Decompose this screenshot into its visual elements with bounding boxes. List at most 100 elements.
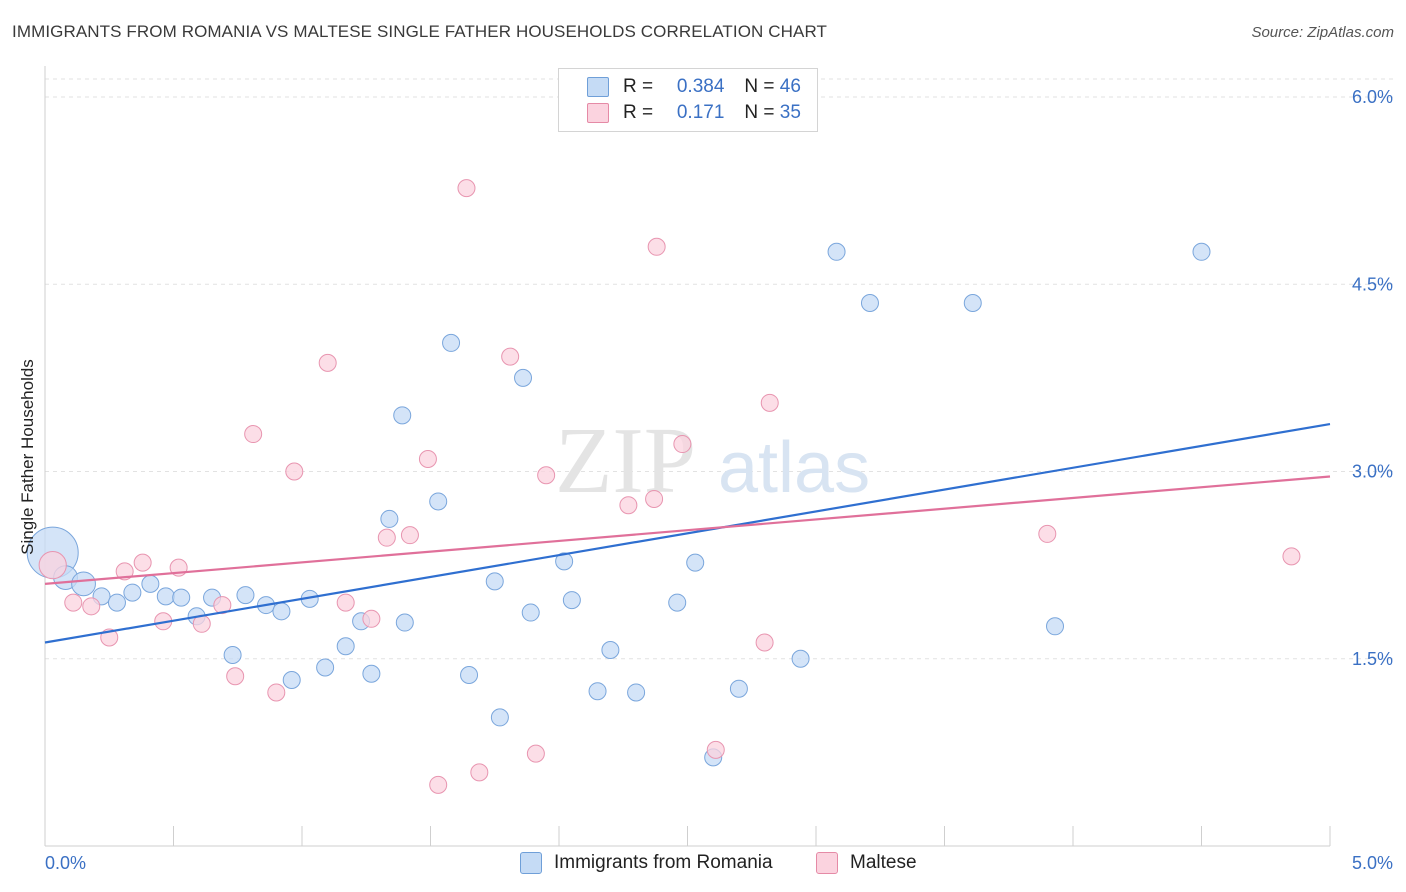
maltese-point: [647, 237, 666, 256]
romania-point: [588, 682, 607, 701]
maltese-point: [1282, 547, 1301, 566]
source-label: Source: ZipAtlas.com: [1251, 24, 1394, 41]
maltese-point: [673, 435, 692, 454]
legend-r-value: 0.171: [676, 102, 725, 123]
romania-point: [1192, 242, 1211, 261]
romania-point: [71, 571, 96, 597]
watermark: ZIP atlas: [555, 409, 870, 513]
legend-r-value: 0.384: [676, 76, 725, 97]
romania-point: [827, 242, 846, 261]
romania-point: [141, 574, 160, 593]
romania-point: [393, 406, 412, 425]
x-tick-label: 0.0%: [45, 853, 86, 873]
romania-point: [490, 708, 509, 727]
legend-row-romania: R = 0.384 N = 46: [587, 75, 801, 99]
y-tick-label: 1.5%: [1352, 649, 1393, 669]
maltese-point: [457, 179, 476, 198]
romania-point: [627, 683, 646, 702]
maltese-point: [526, 744, 545, 763]
maltese-point: [619, 496, 638, 515]
romania-point: [156, 587, 175, 606]
maltese-point: [336, 593, 355, 612]
romania-point: [395, 613, 414, 632]
legend-row-maltese: R = 0.171 N = 35: [587, 101, 801, 125]
watermark-atlas: atlas: [718, 428, 870, 508]
watermark-zip: ZIP: [555, 409, 696, 513]
romania-point: [380, 509, 399, 528]
y-tick-label: 4.5%: [1352, 274, 1393, 294]
maltese-point: [267, 683, 286, 702]
maltese-point: [645, 489, 664, 508]
romania-point: [521, 603, 540, 622]
chart-title: IMMIGRANTS FROM ROMANIA VS MALTESE SINGL…: [12, 22, 827, 41]
romania-point: [555, 552, 574, 571]
maltese-point: [362, 609, 381, 628]
maltese-point: [418, 450, 437, 469]
romania-trend-line: [44, 422, 1331, 644]
maltese-point: [115, 562, 134, 581]
romania-point: [362, 664, 381, 683]
romania-point: [668, 593, 687, 612]
maltese-point: [213, 596, 232, 615]
series-name-romania: Immigrants from Romania: [554, 852, 773, 873]
romania-point: [514, 368, 533, 387]
romania-point: [963, 293, 982, 312]
maltese-point: [706, 740, 725, 759]
correlation-legend: R = 0.384 N = 46 R = 0.171 N = 35: [558, 68, 818, 132]
maltese-point: [429, 775, 448, 794]
legend-n-value: 46: [779, 76, 801, 97]
romania-point: [729, 679, 748, 698]
legend-swatch-pink: [587, 103, 609, 123]
maltese-trend-line: [44, 475, 1331, 585]
romania-point: [791, 649, 810, 668]
maltese-point: [226, 667, 245, 686]
series-name-maltese: Maltese: [850, 852, 917, 873]
legend-r-label: R =: [623, 102, 654, 123]
romania-point: [272, 602, 291, 621]
y-tick-label: 6.0%: [1352, 87, 1393, 107]
romania-point: [172, 588, 191, 607]
legend-n-label: N =: [744, 102, 775, 123]
legend-r-label: R =: [623, 76, 654, 97]
maltese-point: [38, 551, 67, 580]
maltese-point: [755, 633, 774, 652]
maltese-point: [1038, 524, 1057, 543]
romania-point: [460, 665, 479, 684]
romania-point: [282, 670, 301, 689]
romania-point: [236, 586, 255, 605]
legend-swatch-blue: [587, 77, 609, 97]
maltese-point: [244, 425, 263, 444]
maltese-point: [82, 597, 101, 616]
series-legend-maltese[interactable]: Maltese: [816, 852, 917, 874]
romania-point: [860, 293, 879, 312]
romania-point: [1046, 617, 1065, 636]
maltese-point: [133, 553, 152, 572]
legend-n-value: 35: [779, 102, 801, 123]
maltese-point: [400, 526, 419, 545]
romania-point: [336, 637, 355, 656]
romania-point: [223, 646, 242, 665]
maltese-point: [64, 593, 83, 612]
y-axis-label: Single Father Households: [18, 359, 37, 555]
maltese-point: [285, 462, 304, 481]
romania-point: [107, 593, 126, 612]
maltese-point: [537, 466, 556, 485]
x-tick-label: 5.0%: [1352, 853, 1393, 873]
romania-point: [442, 333, 461, 352]
series-swatch-blue: [520, 852, 542, 874]
series-legend: Immigrants from Romania Maltese: [0, 852, 1406, 878]
romania-point: [601, 641, 620, 660]
series-swatch-pink: [816, 852, 838, 874]
romania-point: [429, 492, 448, 511]
maltese-point: [377, 528, 396, 547]
romania-point: [485, 572, 504, 591]
romania-point: [562, 591, 581, 610]
maltese-point: [470, 763, 489, 782]
series-legend-romania[interactable]: Immigrants from Romania: [520, 852, 773, 874]
romania-point: [123, 583, 142, 602]
maltese-point: [501, 347, 520, 366]
romania-point: [686, 553, 705, 572]
romania-point: [316, 658, 335, 677]
maltese-point: [760, 393, 779, 412]
